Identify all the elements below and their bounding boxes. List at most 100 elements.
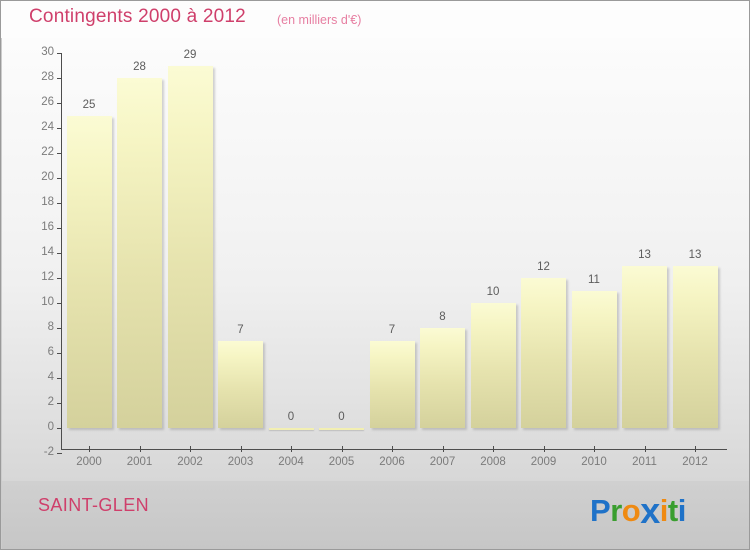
x-axis-tick: [493, 446, 494, 452]
bar-2005[interactable]: [319, 428, 364, 430]
y-axis-tick: [57, 353, 62, 354]
y-axis-tick-label: 14: [41, 246, 54, 258]
logo-letter-3: x: [640, 490, 660, 531]
y-axis-tick-label-wrap: -2: [10, 446, 54, 459]
chart-units-label: (en milliers d'€): [277, 13, 362, 27]
bar-2003[interactable]: [218, 340, 263, 428]
x-axis-tick-label: 2012: [682, 456, 708, 468]
y-axis-tick-label: -2: [43, 446, 54, 458]
x-axis-tick: [392, 446, 393, 452]
bar-value-label: 10: [486, 286, 500, 298]
bar-2010[interactable]: [571, 290, 617, 428]
y-axis-tick: [57, 128, 62, 129]
x-axis-tick: [190, 446, 191, 452]
y-axis-tick-label: 12: [41, 271, 54, 283]
plot-area: -2 0 2 4 6 8 10 12 14 16 18 20 22 24 26 28 30 2000 2001 20…: [2, 38, 749, 481]
y-axis-tick: [57, 428, 62, 429]
y-axis-tick-label: 4: [47, 371, 54, 383]
y-axis-tick-label: 20: [41, 171, 54, 183]
bar-2009[interactable]: [521, 278, 566, 428]
bar-2011[interactable]: [622, 265, 667, 428]
x-axis-tick-label: 2004: [278, 456, 304, 468]
bar-2001[interactable]: [117, 78, 162, 428]
x-axis-tick-label: 2010: [581, 456, 607, 468]
y-axis-tick-label-wrap: 0: [10, 421, 54, 434]
x-axis-line: [61, 449, 727, 450]
y-axis-tick: [57, 328, 62, 329]
y-axis-tick-label-wrap: 2: [10, 396, 54, 409]
logo-letter-0: P: [590, 493, 611, 528]
x-axis-tick-label: 2007: [429, 456, 456, 468]
y-axis-tick-label: 26: [41, 96, 54, 108]
y-axis-tick-label: 22: [41, 146, 54, 158]
y-axis-tick-label-wrap: 20: [10, 171, 54, 184]
y-axis-tick-label: 16: [41, 221, 54, 233]
bar-value-label: 7: [237, 323, 244, 336]
y-axis-tick-label: 10: [41, 296, 54, 308]
y-axis-tick-label: 0: [47, 421, 54, 433]
x-axis-tick: [594, 446, 595, 452]
bar-value-label: 12: [537, 261, 550, 273]
y-axis-tick-label: 28: [41, 71, 54, 83]
bar-2002[interactable]: [167, 65, 213, 428]
x-axis-tick-label: 2011: [632, 456, 657, 468]
bar-2008[interactable]: [470, 303, 516, 428]
bar-value-label: 25: [82, 98, 96, 111]
chart-header: Contingents 2000 à 2012 (en milliers d'€…: [1, 1, 749, 38]
logo-letter-6: i: [677, 493, 687, 528]
y-axis-tick: [57, 78, 62, 79]
bar-2000[interactable]: [66, 115, 112, 428]
y-axis-tick-label-wrap: 14: [10, 246, 54, 259]
bar-value-label: 13: [688, 248, 702, 261]
bar-2004[interactable]: [268, 428, 314, 430]
y-axis-tick-label-wrap: 24: [10, 121, 54, 134]
y-axis-tick: [57, 178, 62, 179]
page-title: Contingents 2000 à 2012: [29, 6, 246, 27]
y-axis-tick: [57, 453, 62, 454]
x-axis-tick-label: 2008: [480, 456, 506, 468]
chart-footer: SAINT-GLEN Proxiti: [2, 481, 749, 549]
y-axis-tick-label-wrap: 4: [10, 371, 54, 384]
x-axis-tick-label: 2003: [227, 456, 254, 468]
y-axis-tick-label: 2: [47, 396, 54, 408]
bar-value-label: 0: [338, 411, 345, 423]
logo-letter-2: o: [621, 493, 641, 528]
x-axis-tick-label: 2009: [530, 456, 557, 468]
x-axis-tick-label: 2002: [177, 456, 203, 468]
y-axis-tick: [57, 203, 62, 204]
y-axis-tick: [57, 378, 62, 379]
y-axis-line: [61, 53, 62, 449]
y-axis-tick-label-wrap: 8: [10, 321, 54, 334]
x-axis-tick-label: 2006: [379, 456, 405, 468]
y-axis-tick-label-wrap: 12: [10, 271, 54, 284]
bar-value-label: 28: [133, 61, 146, 73]
x-axis-tick: [544, 446, 545, 452]
y-axis-tick-label-wrap: 30: [10, 46, 54, 59]
logo-letter-4: i: [659, 493, 669, 528]
x-axis-tick-label: 2001: [126, 456, 153, 468]
x-axis-tick-label: 2005: [328, 456, 355, 468]
bar-2007[interactable]: [420, 328, 465, 428]
x-axis-tick: [645, 446, 646, 452]
logo-letter-5: t: [667, 493, 678, 528]
bar-2012[interactable]: [672, 265, 718, 428]
proxiti-logo[interactable]: Proxiti: [590, 488, 687, 531]
y-axis-tick-label: 8: [47, 321, 54, 333]
bar-value-label: 29: [183, 48, 197, 61]
y-axis-tick: [57, 228, 62, 229]
logo-letter-1: r: [610, 493, 622, 528]
y-axis-tick: [57, 253, 62, 254]
bar-value-label: 7: [388, 323, 396, 336]
bar-2006[interactable]: [369, 340, 415, 428]
y-axis-tick-label: 18: [41, 196, 54, 208]
y-axis-tick-label: 24: [41, 121, 54, 133]
y-axis-tick-label-wrap: 22: [10, 146, 54, 159]
y-axis-tick: [57, 403, 62, 404]
y-axis-tick: [57, 53, 62, 54]
x-axis-tick: [241, 446, 242, 452]
x-axis-tick: [140, 446, 141, 452]
x-axis-tick: [342, 446, 343, 452]
x-axis-tick: [291, 446, 292, 452]
x-axis-tick: [695, 446, 696, 452]
